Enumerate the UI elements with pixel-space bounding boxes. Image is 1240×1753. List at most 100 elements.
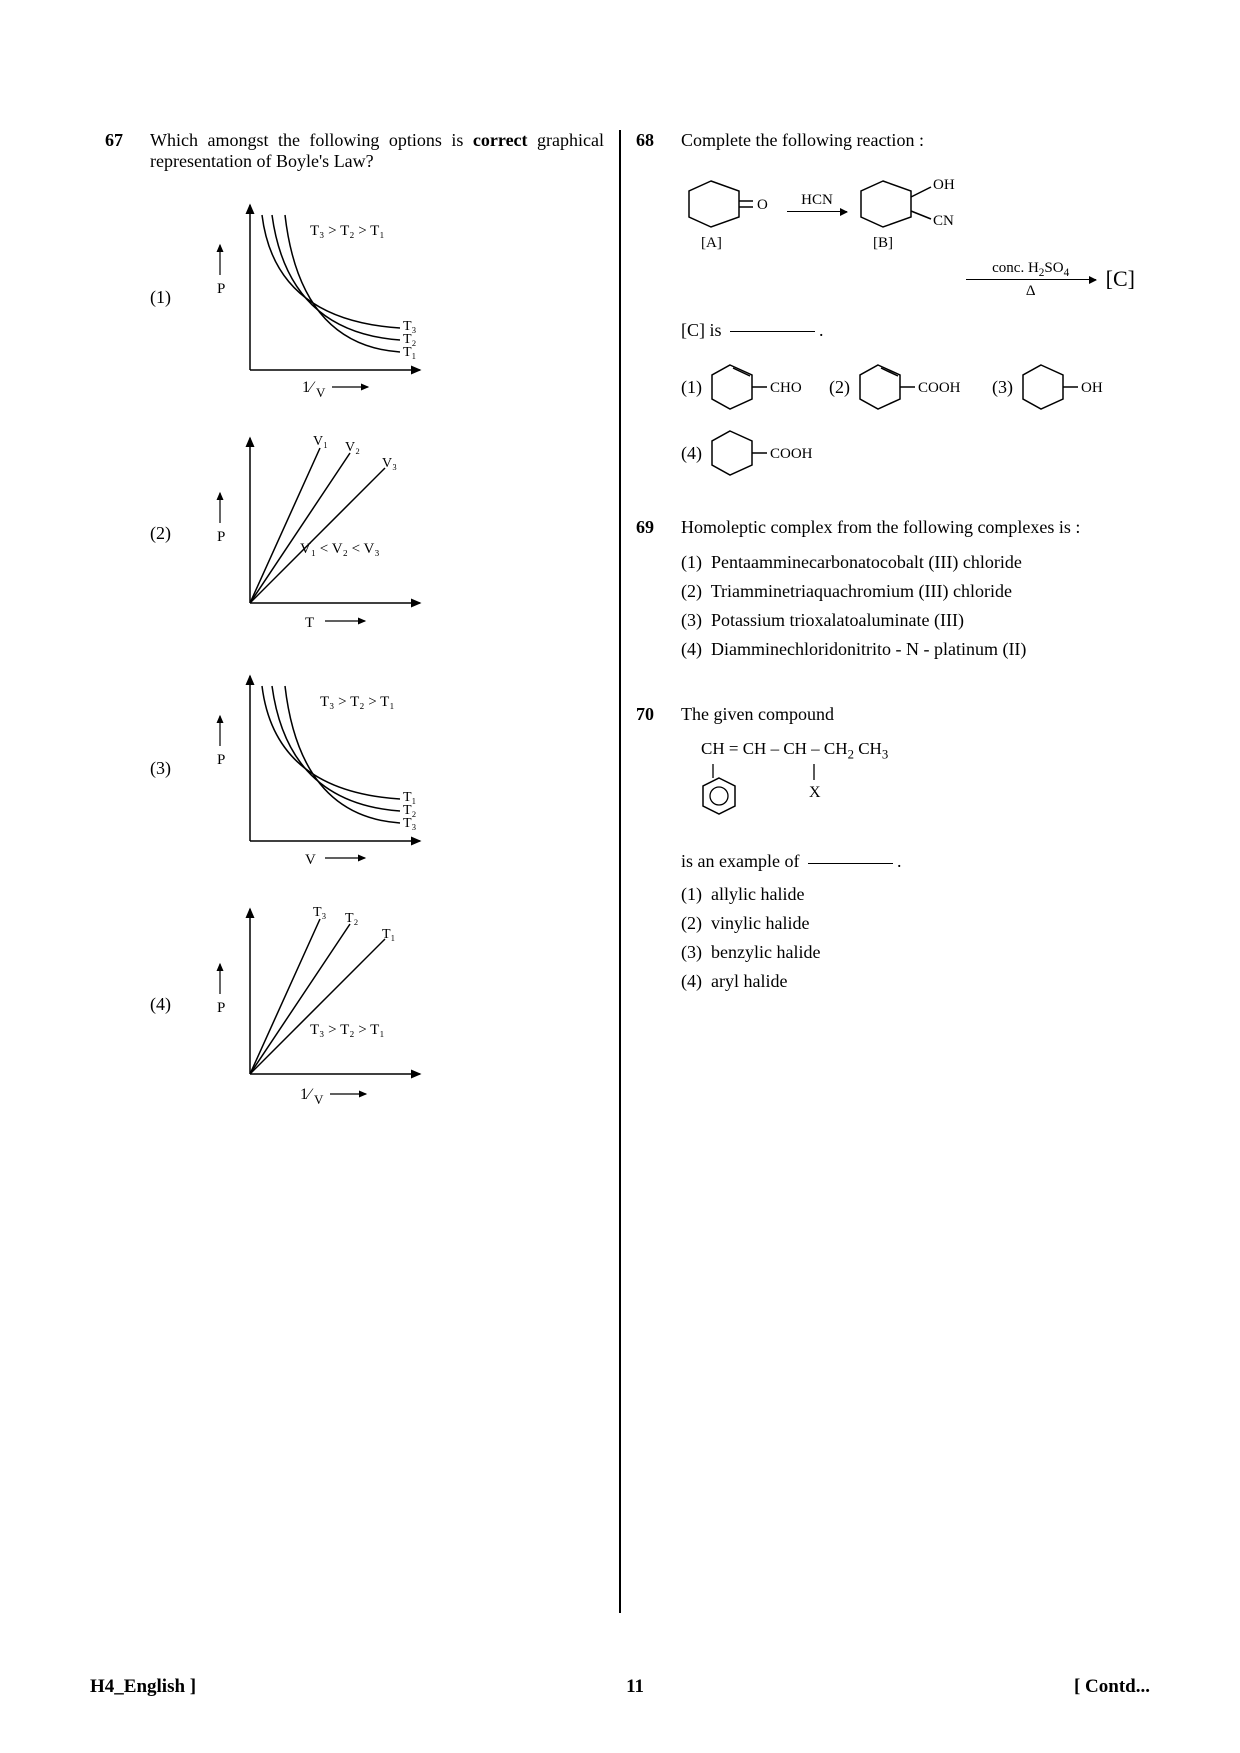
cyclohexanone-A: O [A] [681,169,781,254]
svg-text:OH: OH [1081,380,1103,396]
q68-option-3: (3) OH [992,359,1118,415]
q69-option-2: (2) Triamminetriaquachromium (III) chlor… [681,581,1135,602]
svg-text:V: V [316,385,326,400]
arrow-reagent: HCN [787,192,847,209]
structure-lower: X [701,762,931,832]
graph-1-svg: P 1⁄ V T₃ T₂ T₁ T₃ > T₂ > [200,190,440,400]
structure-x: X [809,784,821,801]
page-content: 67 Which amongst the following options i… [0,0,1240,1673]
option-2-structure: COOH [850,357,980,417]
footer-right: [ Contd... [1074,1676,1150,1698]
q69-option-1: (1) Pentaamminecarbonatocobalt (III) chl… [681,552,1135,573]
option-label: (3) [150,758,190,779]
svg-text:1⁄: 1⁄ [302,379,316,396]
option-label: (3) [992,377,1013,398]
option-label: (3) [681,610,702,630]
option-label: (1) [681,884,702,904]
option-text: Triamminetriaquachromium (III) chloride [711,581,1012,601]
question-number: 70 [636,704,681,1000]
svg-text:O: O [757,197,768,213]
option-text: aryl halide [711,971,787,991]
right-column: 68 Complete the following reaction : O [… [621,130,1150,1613]
q68-option-1: (1) CHO [681,357,817,417]
option-label: (4) [150,994,190,1015]
option-text: Diamminechloridonitrito - N - platinum (… [711,639,1026,659]
option-label: (4) [681,971,702,991]
q70-option-1: (1) allylic halide [681,884,1135,905]
q70-text: The given compound [681,704,1135,725]
q67-option-1: (1) [150,190,604,405]
question-body: The given compound CH = CH – CH – CH2 CH… [681,704,1135,1000]
svg-text:COOH: COOH [918,380,961,396]
graph-1-caption: T₃ > T₂ > T₁ [310,223,385,239]
q68-prompt: [C] is . [681,320,1135,341]
svg-text:T₃: T₃ [313,905,327,920]
q67-option-3: (3) P V T₁ T₂ [150,661,604,876]
graph-3-svg: P V T₁ T₂ T₃ T₃ > T₂ > T₁ [200,661,440,871]
option-text: allylic halide [711,884,804,904]
q68-option-4: (4) COOH [681,425,832,481]
blank-line [730,331,815,332]
svg-text:1⁄: 1⁄ [300,1086,314,1103]
arrow-bottom: Δ [966,283,1096,300]
option-text: Pentaamminecarbonatocobalt (III) chlorid… [711,552,1022,572]
option-label: (2) [150,523,190,544]
q70-structure: CH = CH – CH – CH2 CH3 X [701,739,1135,837]
reaction-arrow-2: conc. H2SO4 Δ [966,279,1096,280]
option-label: (2) [681,913,702,933]
q70-option-4: (4) aryl halide [681,971,1135,992]
footer-center: 11 [626,1676,644,1698]
svg-text:V₂: V₂ [345,440,360,455]
q68-options: (1) CHO (2) [681,357,1135,481]
svg-text:V₁: V₁ [313,434,328,449]
svg-text:P: P [217,752,225,768]
svg-text:T₂: T₂ [345,911,359,926]
option-1-structure: CHO [702,357,817,417]
q67-option-4: (4) P 1⁄ V T₃ [150,894,604,1114]
question-67: 67 Which amongst the following options i… [105,130,604,1132]
q68-option-2: (2) COOH [829,357,980,417]
option-label: (4) [681,639,702,659]
option-label: (1) [681,377,702,398]
reaction-step-2: conc. H2SO4 Δ [C] [681,266,1135,292]
graph-4-caption: T₃ > T₂ > T₁ [310,1022,385,1038]
blank-line [808,863,893,864]
graph-2: P T V₁ V₂ V₃ V₁ < V₂ < V₃ [200,423,440,643]
svg-text:P: P [217,1000,225,1016]
page-footer: H4_English ] 11 [ Contd... [90,1676,1150,1698]
graph-4-svg: P 1⁄ V T₃ T₂ T₁ T₃ > T₂ > T₁ [200,894,440,1109]
label-B: [B] [873,235,893,251]
q70-prompt: is an example of . [681,851,1135,872]
q68-text: Complete the following reaction : [681,130,1135,151]
svg-text:T₃: T₃ [403,816,417,831]
reaction-step-1: O [A] HCN OH CN [B] [681,169,1135,254]
option-label: (2) [829,377,850,398]
question-body: Homoleptic complex from the following co… [681,517,1135,668]
question-body: Which amongst the following options is c… [150,130,604,1132]
svg-text:T: T [305,615,314,631]
left-column: 67 Which amongst the following options i… [90,130,621,1613]
label-A: [A] [701,235,722,251]
graph-3-caption: T₃ > T₂ > T₁ [320,694,395,710]
product-C: [C] [1106,266,1135,292]
question-number: 68 [636,130,681,481]
q67-option-2: (2) P T V₁ [150,423,604,643]
svg-text:COOH: COOH [770,446,813,462]
q69-option-3: (3) Potassium trioxalatoaluminate (III) [681,610,1135,631]
question-body: Complete the following reaction : O [A] … [681,130,1135,481]
question-number: 67 [105,130,150,1132]
question-69: 69 Homoleptic complex from the following… [636,517,1135,668]
reaction-arrow-1: HCN [787,211,847,212]
option-text: Potassium trioxalatoaluminate (III) [711,610,964,630]
cyanohydrin-B: OH CN [B] [853,169,983,254]
option-text: vinylic halide [711,913,809,933]
footer-left: H4_English ] [90,1676,196,1698]
question-70: 70 The given compound CH = CH – CH – CH2… [636,704,1135,1000]
option-label: (2) [681,581,702,601]
option-text: benzylic halide [711,942,820,962]
option-label: (4) [681,443,702,464]
option-label: (3) [681,942,702,962]
option-4-structure: COOH [702,425,832,481]
q67-text-bold: correct [473,130,528,150]
question-number: 69 [636,517,681,668]
